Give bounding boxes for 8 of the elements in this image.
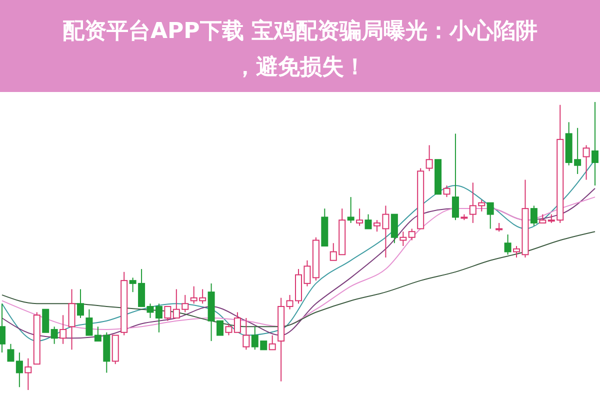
candlestick — [592, 102, 598, 186]
candlestick — [278, 297, 285, 382]
candlestick — [68, 288, 76, 350]
chart-title: 配资平台APP下载 宝鸡配资骗局曝光：小心陷阱，避免损失！ — [62, 18, 538, 80]
candlestick — [16, 352, 23, 388]
candlestick — [24, 358, 32, 390]
candlestick — [400, 231, 407, 246]
candlestick — [60, 314, 67, 344]
